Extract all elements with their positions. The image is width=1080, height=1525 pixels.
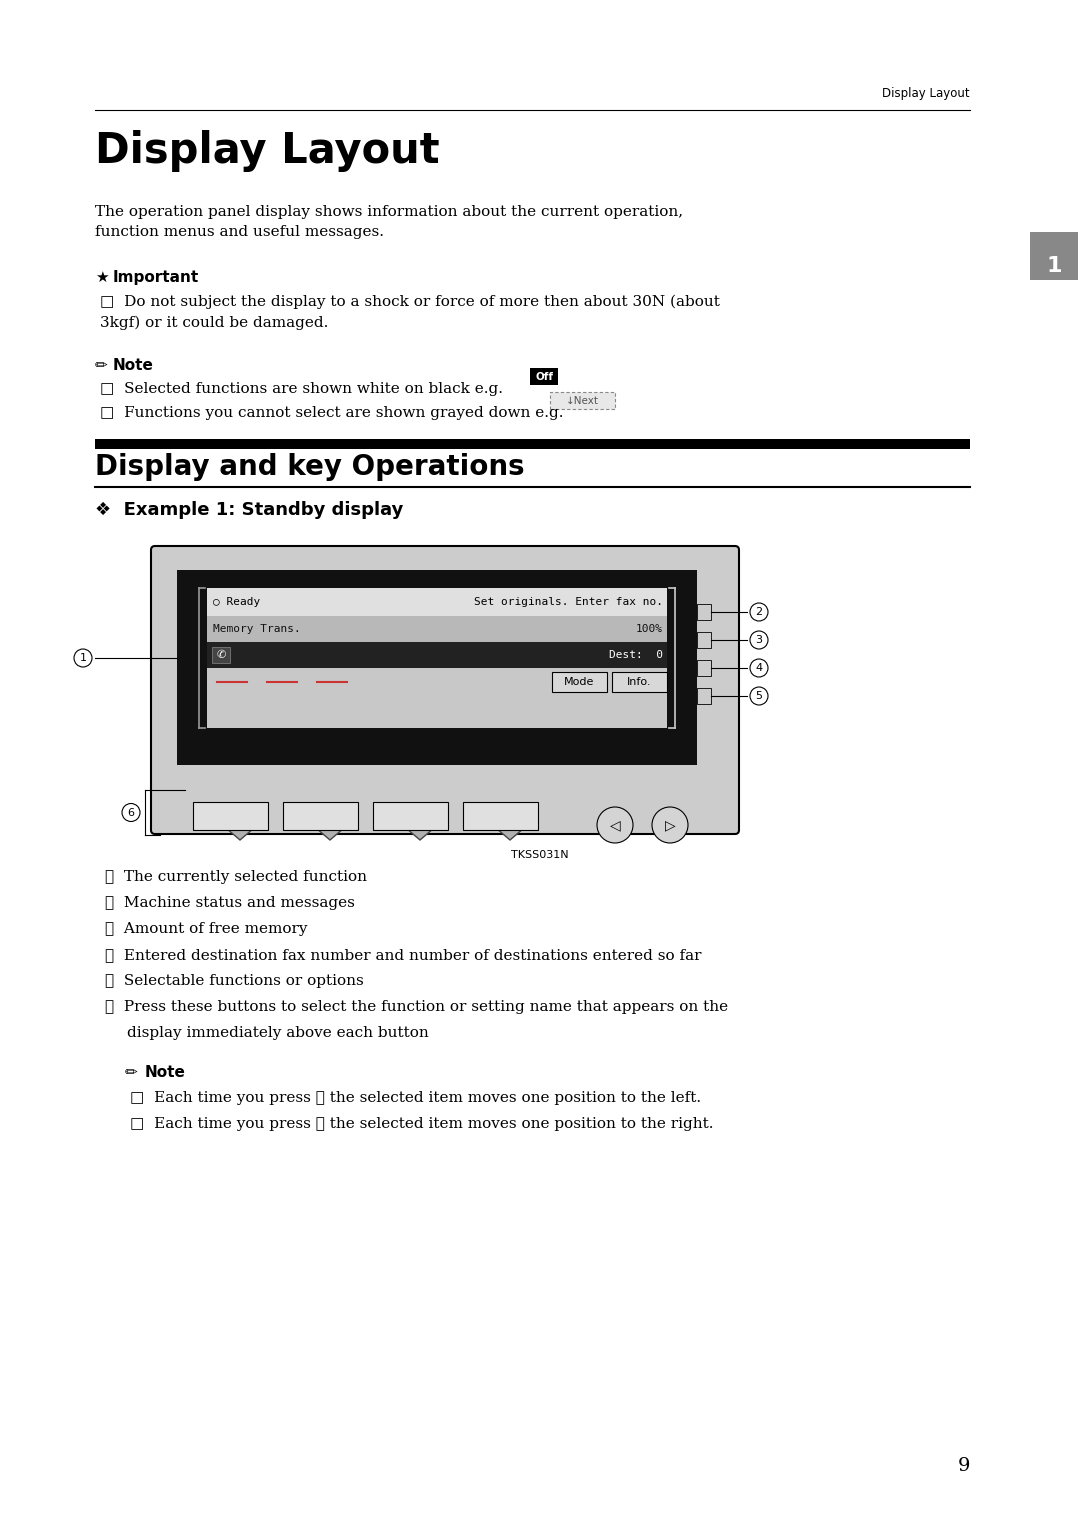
Bar	[283, 802, 357, 830]
Bar	[697, 631, 711, 648]
Text: ⑥  Press these buttons to select the function or setting name that appears on th: ⑥ Press these buttons to select the func…	[105, 1000, 728, 1014]
Text: Note: Note	[145, 1064, 186, 1080]
Text: ✏: ✏	[125, 1064, 138, 1080]
Text: ✏: ✏	[95, 358, 108, 374]
Bar	[177, 570, 697, 766]
Text: Display Layout: Display Layout	[95, 130, 440, 172]
Text: ❖  Example 1: Standby display: ❖ Example 1: Standby display	[95, 502, 403, 518]
Text: 1: 1	[80, 653, 86, 663]
Text: ④  Entered destination fax number and number of destinations entered so far: ④ Entered destination fax number and num…	[105, 949, 702, 962]
Text: ★: ★	[95, 270, 109, 285]
Circle shape	[652, 807, 688, 843]
Text: □  Each time you press ② the selected item moves one position to the right.: □ Each time you press ② the selected ite…	[130, 1116, 714, 1132]
Text: Memory Trans.: Memory Trans.	[213, 624, 300, 634]
Circle shape	[750, 631, 768, 650]
Text: TKSS031N: TKSS031N	[511, 849, 569, 860]
FancyBboxPatch shape	[550, 392, 615, 409]
Text: □  Do not subject the display to a shock or force of more then about 30N (about
: □ Do not subject the display to a shock …	[100, 294, 720, 329]
Bar	[207, 642, 667, 668]
Bar	[193, 802, 268, 830]
Bar	[463, 802, 538, 830]
Text: ①  The currently selected function: ① The currently selected function	[105, 869, 367, 884]
Text: Off: Off	[535, 372, 553, 381]
Circle shape	[75, 650, 92, 666]
Text: 5: 5	[756, 691, 762, 702]
Text: Mode: Mode	[565, 677, 595, 686]
Text: display immediately above each button: display immediately above each button	[127, 1026, 429, 1040]
FancyBboxPatch shape	[612, 673, 667, 692]
Bar	[156, 766, 735, 820]
Text: ②  Machine status and messages: ② Machine status and messages	[105, 897, 355, 910]
Text: □  Each time you press ① the selected item moves one position to the left.: □ Each time you press ① the selected ite…	[130, 1090, 701, 1106]
Circle shape	[750, 602, 768, 621]
Bar	[207, 589, 667, 727]
Circle shape	[122, 804, 140, 822]
Text: ⑤  Selectable functions or options: ⑤ Selectable functions or options	[105, 974, 364, 988]
Text: Set originals. Enter fax no.: Set originals. Enter fax no.	[474, 596, 663, 607]
Text: ↓Next: ↓Next	[566, 395, 598, 406]
Circle shape	[750, 659, 768, 677]
Bar	[697, 688, 711, 705]
Text: 4: 4	[755, 663, 762, 673]
Text: Info.: Info.	[627, 677, 651, 686]
Text: 100%: 100%	[636, 624, 663, 634]
Circle shape	[750, 686, 768, 705]
Polygon shape	[205, 810, 275, 840]
Text: □  Functions you cannot select are shown grayed down e.g.: □ Functions you cannot select are shown …	[100, 406, 564, 419]
Bar	[207, 589, 667, 616]
Text: Display and key Operations: Display and key Operations	[95, 453, 525, 480]
Text: Important: Important	[113, 270, 199, 285]
Text: ③  Amount of free memory: ③ Amount of free memory	[105, 923, 308, 936]
Text: Dest:  0: Dest: 0	[609, 650, 663, 660]
Bar	[373, 802, 448, 830]
Text: ○ Ready: ○ Ready	[213, 596, 260, 607]
Text: 3: 3	[756, 634, 762, 645]
Text: ▷: ▷	[664, 817, 675, 833]
Polygon shape	[475, 810, 545, 840]
Text: 6: 6	[127, 808, 135, 817]
Bar	[95, 439, 970, 448]
Bar	[530, 368, 558, 384]
Text: ✆: ✆	[216, 650, 226, 660]
Text: ◁: ◁	[610, 817, 620, 833]
Text: Display Layout: Display Layout	[882, 87, 970, 101]
Circle shape	[597, 807, 633, 843]
Polygon shape	[384, 810, 455, 840]
Polygon shape	[295, 810, 365, 840]
Bar	[212, 647, 230, 663]
Text: 9: 9	[958, 1456, 970, 1475]
Text: 2: 2	[755, 607, 762, 618]
FancyBboxPatch shape	[151, 546, 739, 834]
Text: 1: 1	[1047, 256, 1062, 276]
Text: Note: Note	[113, 358, 153, 374]
Bar	[1030, 232, 1078, 281]
Text: □  Selected functions are shown white on black e.g.: □ Selected functions are shown white on …	[100, 381, 503, 396]
Bar	[697, 604, 711, 621]
Text: The operation panel display shows information about the current operation,
funct: The operation panel display shows inform…	[95, 204, 684, 239]
FancyBboxPatch shape	[552, 673, 607, 692]
Bar	[697, 660, 711, 676]
Bar	[207, 616, 667, 642]
